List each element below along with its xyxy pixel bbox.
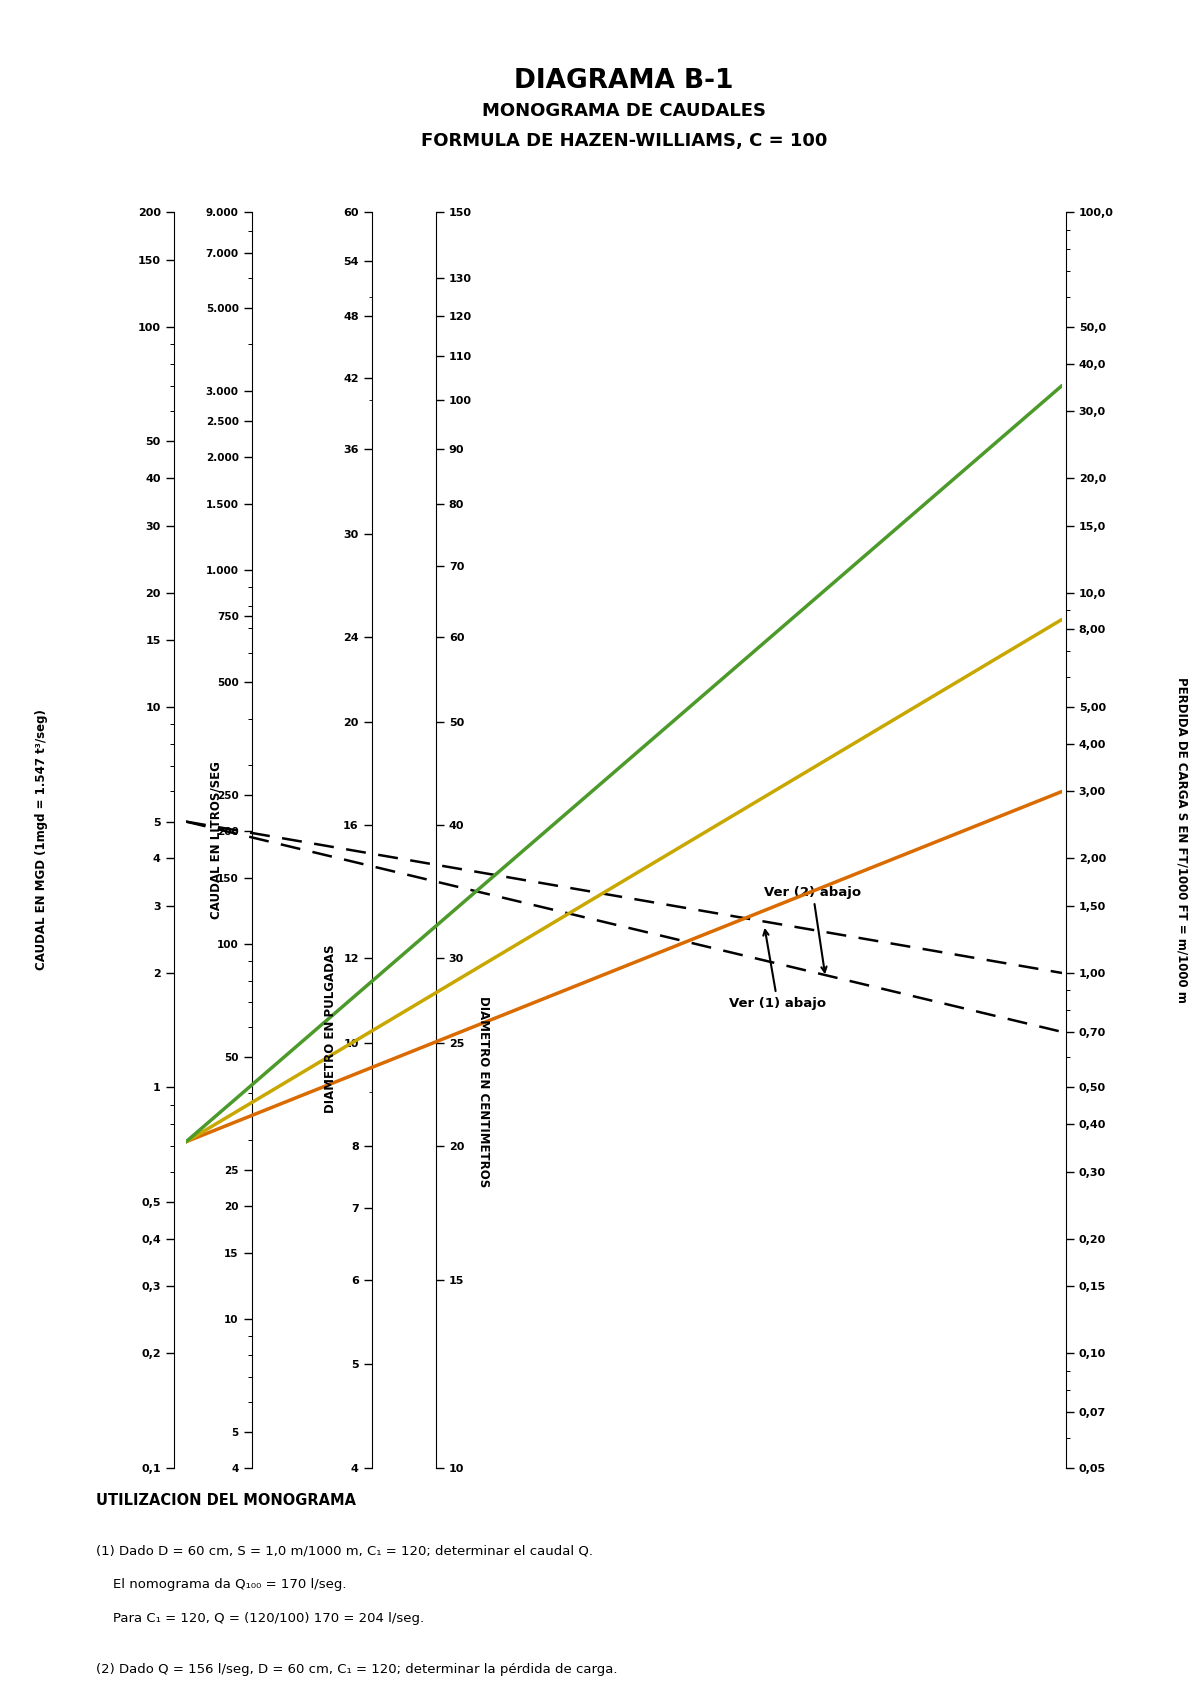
Text: El nomograma da Q₁₀₀ = 170 l/seg.: El nomograma da Q₁₀₀ = 170 l/seg.	[96, 1578, 347, 1592]
Text: DIAGRAMA B-1: DIAGRAMA B-1	[515, 68, 733, 93]
Text: CAUDAL EN LITROS/SEG: CAUDAL EN LITROS/SEG	[210, 760, 222, 920]
Text: DIAMETRO EN CENTIMETROS: DIAMETRO EN CENTIMETROS	[478, 996, 490, 1186]
Text: Ver (2) abajo: Ver (2) abajo	[764, 886, 862, 972]
Text: DIAMETRO EN PULGADAS: DIAMETRO EN PULGADAS	[324, 944, 336, 1113]
Text: CAUDAL EN MGD (1mgd = 1.547 t³/seg): CAUDAL EN MGD (1mgd = 1.547 t³/seg)	[36, 709, 48, 971]
Text: PERDIDA DE CARGA S EN FT/1000 FT = m/1000 m: PERDIDA DE CARGA S EN FT/1000 FT = m/100…	[1176, 677, 1188, 1003]
Text: UTILIZACION DEL MONOGRAMA: UTILIZACION DEL MONOGRAMA	[96, 1493, 356, 1509]
Text: (2) Dado Q = 156 l/seg, D = 60 cm, C₁ = 120; determinar la pérdida de carga.: (2) Dado Q = 156 l/seg, D = 60 cm, C₁ = …	[96, 1663, 618, 1677]
Text: FORMULA DE HAZEN-WILLIAMS, C = 100: FORMULA DE HAZEN-WILLIAMS, C = 100	[421, 132, 827, 151]
Text: Ver (1) abajo: Ver (1) abajo	[730, 930, 827, 1010]
Text: (1) Dado D = 60 cm, S = 1,0 m/1000 m, C₁ = 120; determinar el caudal Q.: (1) Dado D = 60 cm, S = 1,0 m/1000 m, C₁…	[96, 1544, 593, 1558]
Text: MONOGRAMA DE CAUDALES: MONOGRAMA DE CAUDALES	[482, 102, 766, 120]
Text: Para C₁ = 120, Q = (120/100) 170 = 204 l/seg.: Para C₁ = 120, Q = (120/100) 170 = 204 l…	[96, 1612, 424, 1626]
